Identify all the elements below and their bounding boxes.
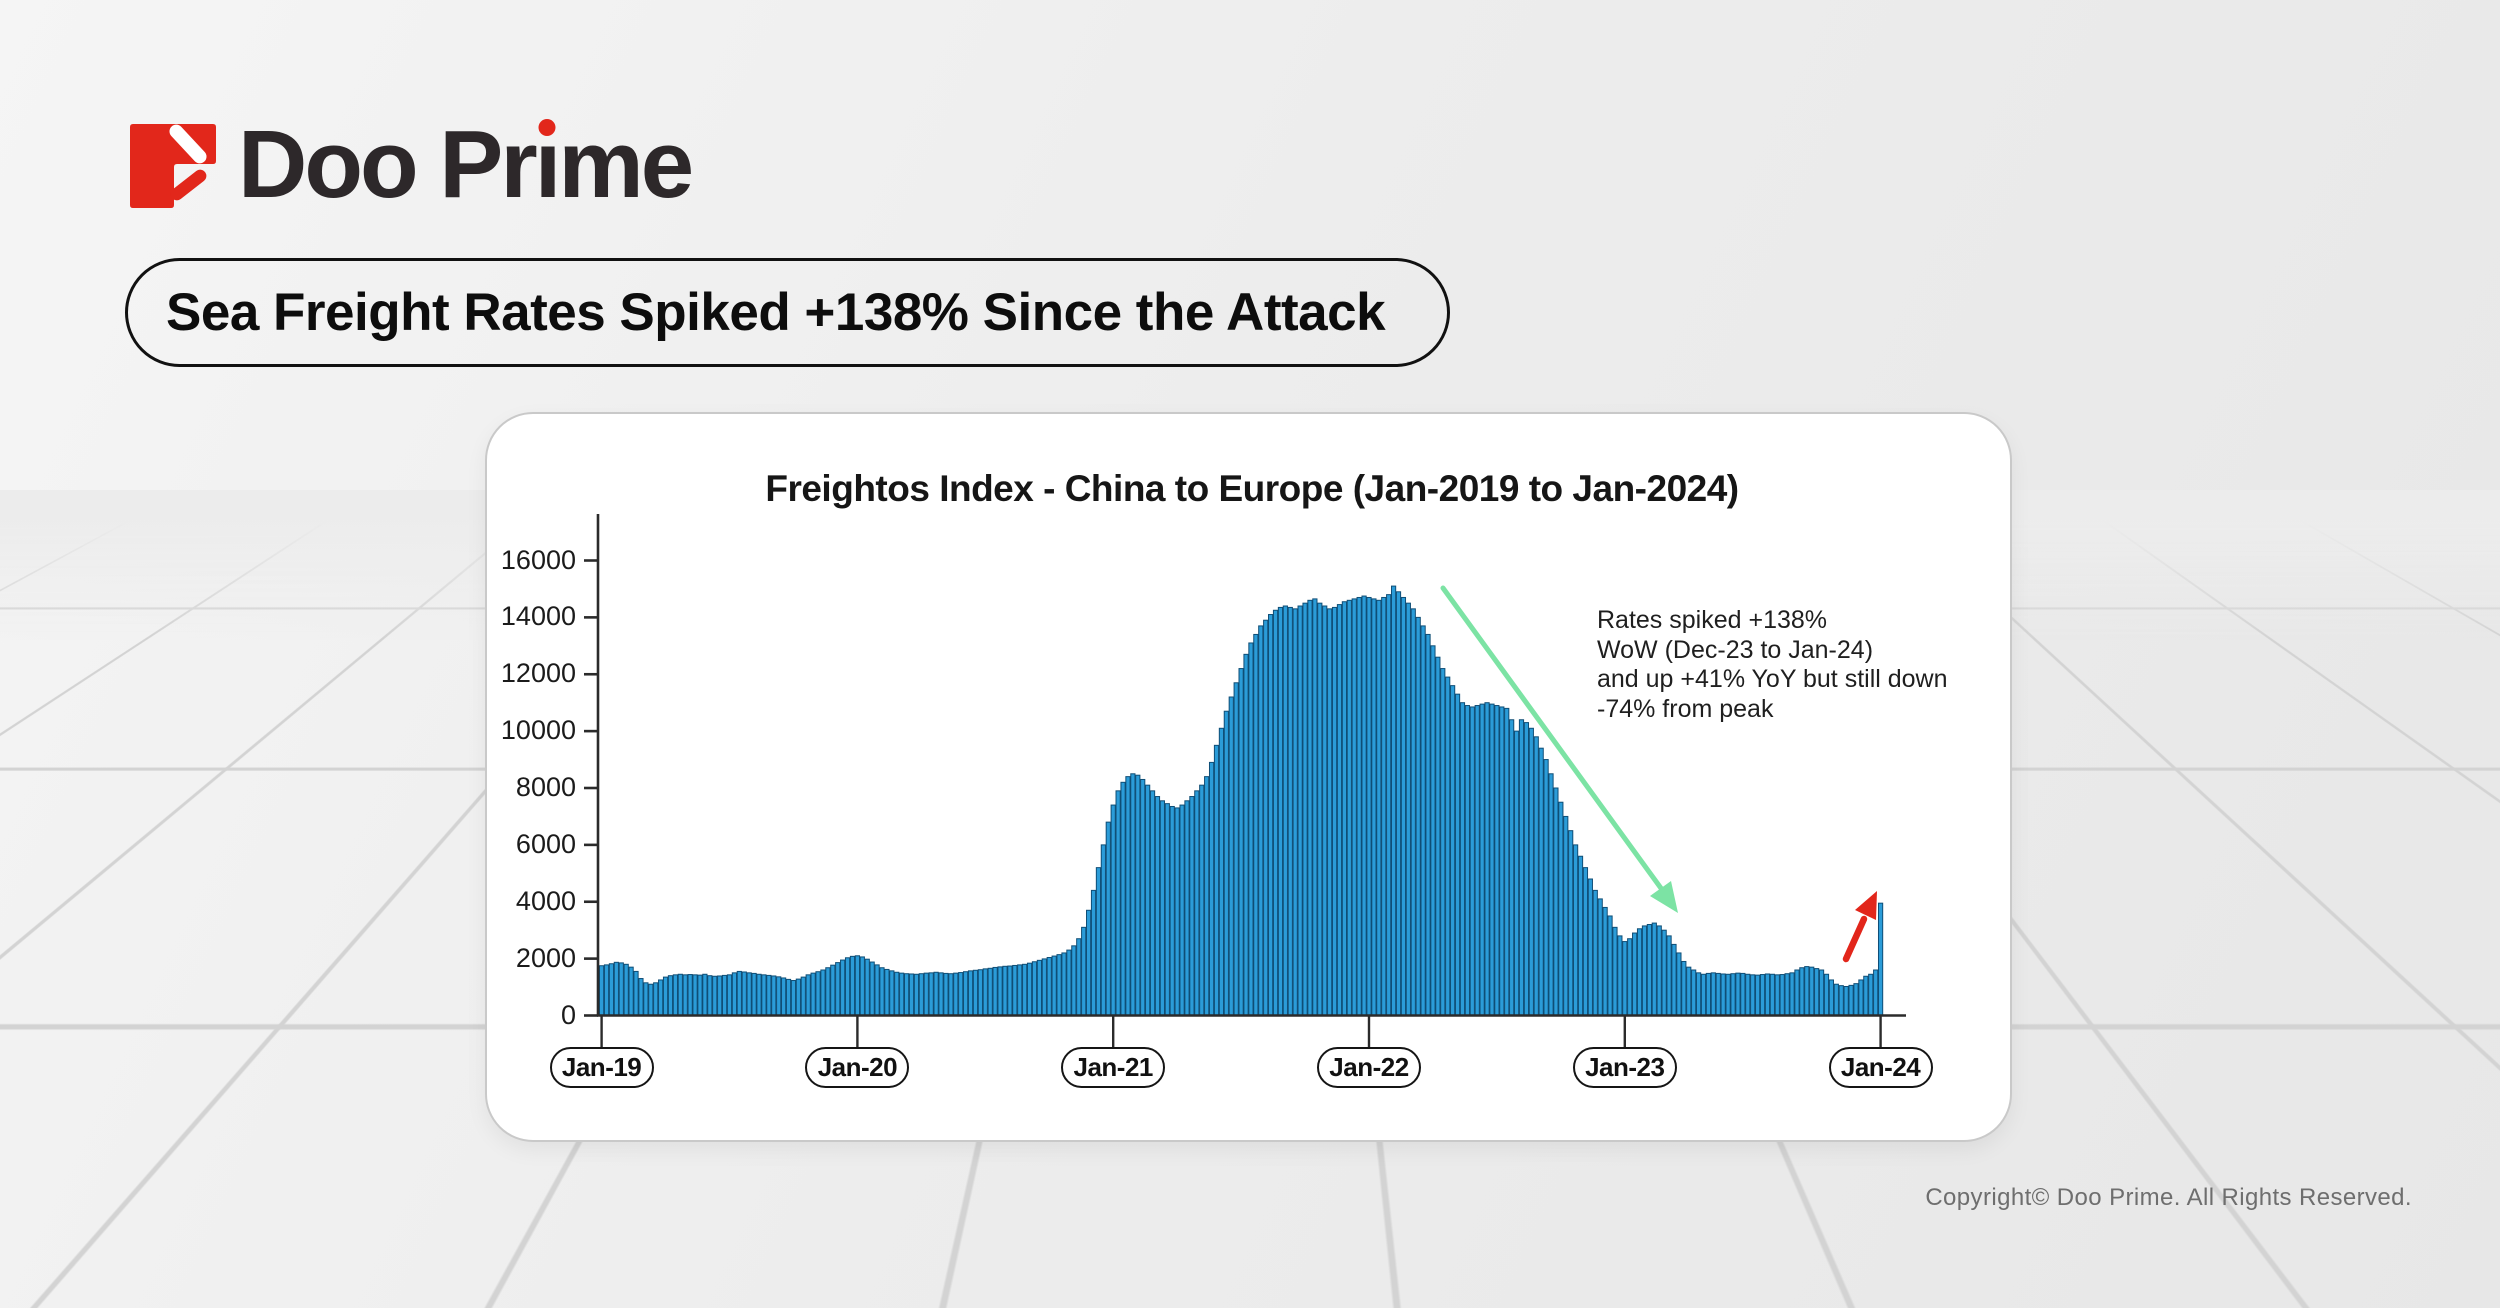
y-axis-tick-label: 0 [560, 999, 576, 1030]
chart-card [485, 412, 2012, 1142]
y-axis-tick-label: 4000 [515, 885, 576, 916]
y-axis-tick-label: 6000 [515, 828, 576, 859]
x-axis-label-pill: Jan-22 [1316, 1047, 1421, 1088]
chart-title: Freightos Index - China to Europe (Jan-2… [765, 468, 1739, 509]
annotation-line: -74% from peak [1597, 694, 1774, 723]
headline-pill: Sea Freight Rates Spiked +138% Since the… [125, 258, 1451, 367]
logo-i-dot [538, 119, 555, 136]
x-axis-label-pill: Jan-24 [1828, 1047, 1933, 1088]
y-axis-tick-label: 8000 [515, 772, 576, 802]
chart-annotation: Rates spiked +138% WoW (Dec-23 to Jan-24)… [1597, 606, 1948, 724]
y-axis-tick-label: 2000 [515, 942, 576, 973]
y-axis-tick-label: 16000 [500, 544, 576, 575]
x-axis-label-pill: Jan-21 [1061, 1047, 1166, 1088]
y-axis-tick-label: 10000 [500, 715, 576, 746]
annotation-line: Rates spiked +138% [1597, 606, 1828, 634]
doo-prime-wordmark: Doo Prı me [238, 111, 694, 218]
doo-prime-logo: Doo Prı me [130, 111, 694, 218]
annotation-line: WoW (Dec-23 to Jan-24) [1597, 635, 1874, 664]
x-axis-label-pill: Jan-20 [805, 1047, 910, 1088]
x-axis-label-pill: Jan-19 [549, 1047, 654, 1088]
copyright-notice: Copyright© Doo Prime. All Rights Reserve… [1925, 1184, 2412, 1211]
annotation-line: and up +41% YoY but still down [1597, 665, 1948, 693]
doo-prime-logo-icon [130, 124, 216, 208]
y-axis-tick-label: 14000 [500, 601, 576, 632]
x-axis-label-pill: Jan-23 [1572, 1047, 1677, 1088]
y-axis-tick-label: 12000 [500, 658, 576, 689]
headline-text: Sea Freight Rates Spiked +138% Since the… [166, 283, 1386, 342]
